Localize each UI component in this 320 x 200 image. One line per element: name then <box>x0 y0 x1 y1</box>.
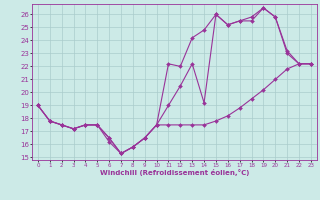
X-axis label: Windchill (Refroidissement éolien,°C): Windchill (Refroidissement éolien,°C) <box>100 169 249 176</box>
